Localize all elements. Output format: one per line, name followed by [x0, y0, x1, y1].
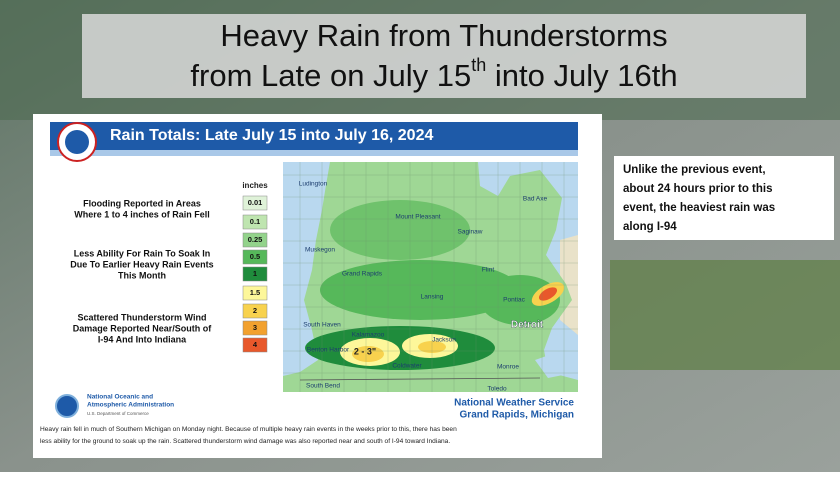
map: Ludington Mount Pleasant Bad Axe Saginaw Mus…	[283, 162, 578, 393]
legend-swatch	[242, 195, 268, 211]
city-label: Lansing	[421, 294, 444, 301]
rain-area	[320, 260, 520, 320]
office: Grand Rapids, Michigan	[460, 410, 574, 421]
city-label: Mount Pleasant	[395, 214, 440, 221]
office: National Weather Service	[454, 398, 574, 409]
legend-title: inches	[242, 181, 268, 190]
note-line: Damage Reported Near/South of	[73, 323, 213, 333]
city-label: Ludington	[299, 181, 328, 188]
legend-swatch	[242, 232, 268, 248]
map-header-stripe	[50, 150, 578, 156]
legend-swatch	[242, 303, 268, 319]
legend-swatch	[242, 266, 268, 282]
side-note-line: along I-94	[623, 221, 677, 233]
city-label: Monroe	[497, 364, 519, 371]
rain-area	[538, 287, 558, 301]
title-part: from Late on July 15	[190, 58, 471, 93]
title-bar	[82, 14, 806, 98]
legend-label: 0.25	[248, 235, 263, 244]
note-line: Less Ability For Rain To Soak In	[74, 248, 211, 258]
legend-label: 0.5	[250, 252, 260, 261]
city-label: Benton Harbor	[307, 347, 350, 354]
note-line: Scattered Thunderstorm Wind	[78, 312, 207, 322]
background-grass	[610, 260, 840, 370]
city-label: Detroit	[511, 320, 544, 331]
rain-area	[330, 200, 470, 260]
note-line: This Month	[118, 270, 166, 280]
legend-swatch	[242, 285, 268, 301]
legend-swatch	[242, 214, 268, 230]
callout: 2 - 3"	[354, 346, 376, 356]
side-note-box	[614, 156, 834, 240]
legend-label: 1.5	[250, 288, 260, 297]
note-line: Flooding Reported in Areas	[83, 198, 201, 208]
note-line: Where 1 to 4 inches of Rain Fell	[74, 209, 210, 219]
map-header: Rain Totals: Late July 15 into July 16, …	[110, 127, 433, 144]
city-label: South Bend	[306, 383, 340, 390]
legend-label: 0.1	[250, 217, 260, 226]
title-sup: th	[471, 55, 486, 75]
city-label: Grand Rapids	[342, 271, 383, 278]
side-note-line: event, the heaviest rain was	[623, 202, 775, 214]
agency: U.S. Department of Commerce	[87, 411, 149, 416]
city-label: Muskegon	[305, 247, 335, 254]
note-line: I-94 And Into Indiana	[98, 334, 187, 344]
county-lines	[283, 162, 578, 392]
title-part: into July 16th	[486, 58, 677, 93]
state-line	[299, 377, 541, 381]
city-label: Coldwater	[392, 363, 422, 370]
legend-swatch	[242, 337, 268, 353]
city-label: Jackson	[432, 337, 456, 344]
agency: National Oceanic and	[87, 394, 153, 401]
city-label: Flint	[482, 267, 494, 274]
city-label: Saginaw	[458, 229, 483, 236]
note-line: Due To Earlier Heavy Rain Events	[70, 259, 213, 269]
city-label: Toledo	[487, 386, 507, 393]
rain-area	[352, 346, 384, 362]
map-header-bar	[50, 122, 578, 150]
caption: less ability for the ground to soak up t…	[40, 438, 450, 445]
title-line: Heavy Rain from Thunderstorms	[220, 18, 667, 53]
legend-label: 1	[253, 269, 257, 278]
city-label: Kalamazoo	[352, 332, 385, 339]
noaa-logo	[55, 394, 79, 418]
legend-label: 0.01	[248, 198, 263, 207]
legend-label: 3	[253, 323, 257, 332]
legend-swatch	[242, 320, 268, 336]
title-line: from Late on July 15th into July 16th	[190, 55, 677, 93]
side-note: Unlike the previous event, about 24 hours…	[623, 164, 775, 233]
legend-label: 2	[253, 306, 257, 315]
city-label: Bad Axe	[523, 196, 548, 203]
lake-erie	[535, 345, 578, 378]
legend-label: 4	[253, 340, 258, 349]
caption: Heavy rain fell in much of Southern Mich…	[40, 426, 457, 433]
legend: 0.01 0.1 0.25 0.5 1 1.5 2 3 4	[242, 195, 268, 353]
side-note-line: about 24 hours prior to this	[623, 183, 773, 195]
city-label: South Haven	[303, 322, 341, 329]
agency: Atmospheric Administration	[87, 402, 174, 409]
nws-logo-inner	[65, 130, 89, 154]
side-note-line: Unlike the previous event,	[623, 164, 766, 176]
city-label: Pontiac	[503, 297, 525, 304]
legend-swatch	[242, 249, 268, 265]
